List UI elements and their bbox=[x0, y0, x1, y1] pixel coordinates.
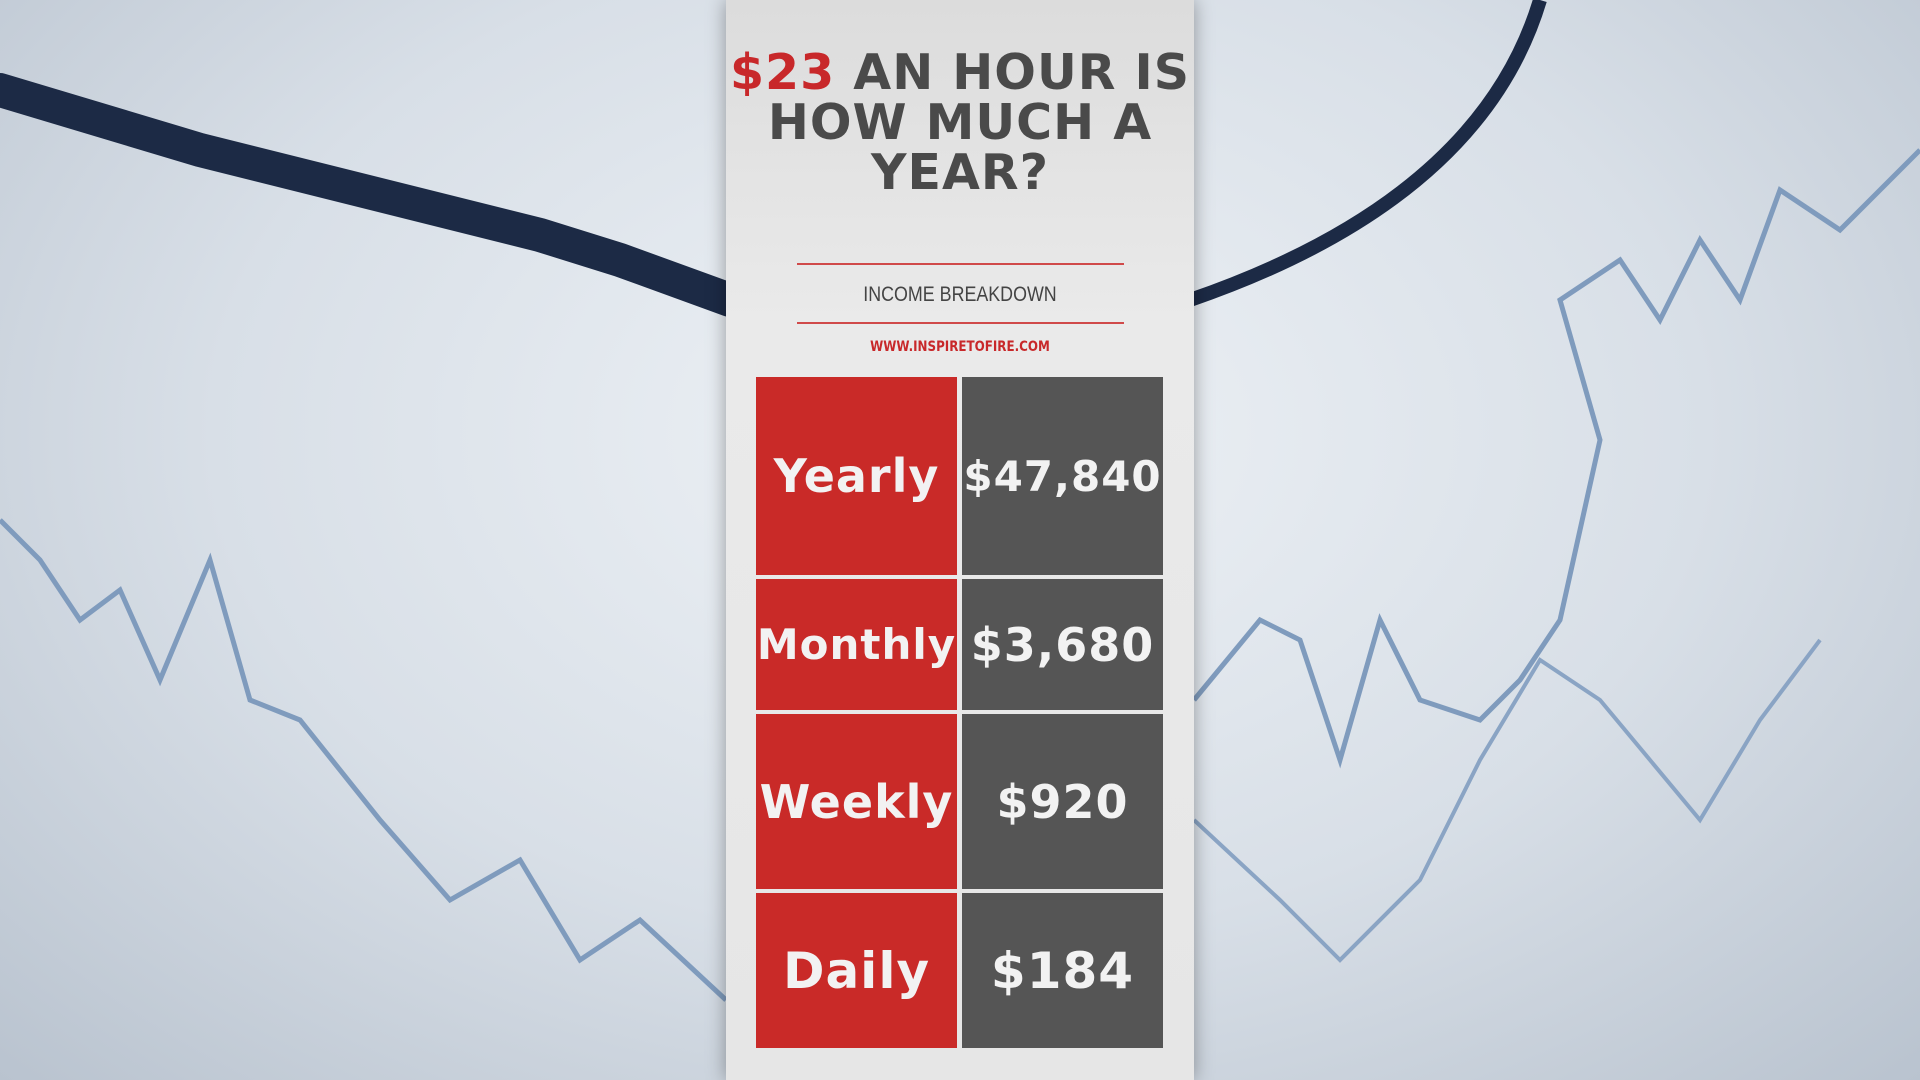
divider bbox=[797, 263, 1124, 265]
row-value-yearly: $47,840 bbox=[962, 377, 1163, 575]
chart-line-right-2 bbox=[1192, 638, 1822, 963]
row-value-monthly: $3,680 bbox=[962, 579, 1163, 710]
hourly-amount: $23 bbox=[729, 44, 836, 101]
row-value-weekly: $920 bbox=[962, 714, 1163, 889]
row-value-daily: $184 bbox=[962, 893, 1163, 1048]
eyeglasses-arm bbox=[0, 73, 747, 317]
page-title: $23 AN HOUR IS HOW MUCH A YEAR? bbox=[726, 48, 1194, 198]
row-label-yearly: Yearly bbox=[756, 377, 957, 575]
subtitle: INCOME BREAKDOWN bbox=[863, 283, 1057, 306]
infographic-panel: $23 AN HOUR IS HOW MUCH A YEAR? INCOME B… bbox=[726, 0, 1194, 1080]
website-link[interactable]: WWW.INSPIRETOFIRE.COM bbox=[870, 339, 1050, 355]
chart-line-right bbox=[1192, 148, 1920, 769]
row-label-daily: Daily bbox=[756, 893, 957, 1048]
chart-line-left bbox=[0, 518, 728, 1002]
row-label-weekly: Weekly bbox=[756, 714, 957, 889]
row-label-monthly: Monthly bbox=[756, 579, 957, 710]
eyeglasses-frame bbox=[1187, 0, 1547, 307]
title-text: AN HOUR IS HOW MUCH A YEAR? bbox=[767, 44, 1191, 201]
divider bbox=[797, 322, 1124, 324]
